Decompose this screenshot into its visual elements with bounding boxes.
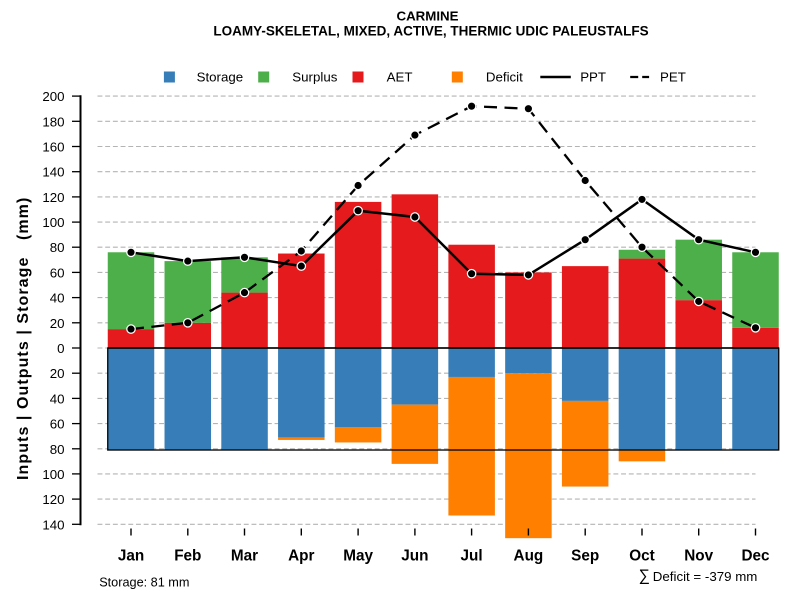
svg-text:140: 140 [42,165,64,180]
svg-text:200: 200 [42,89,64,104]
svg-text:Mar: Mar [231,547,258,564]
svg-text:Oct: Oct [629,547,655,564]
svg-text:120: 120 [42,190,64,205]
svg-text:80: 80 [50,240,65,255]
svg-text:PET: PET [660,70,686,85]
svg-text:Storage: Storage [197,70,244,85]
svg-text:180: 180 [42,114,64,129]
svg-text:60: 60 [50,417,65,432]
svg-text:Surplus: Surplus [292,70,337,85]
svg-text:160: 160 [42,140,64,155]
svg-text:CARMINE: CARMINE [396,9,458,24]
svg-text:60: 60 [50,265,65,280]
svg-text:Sep: Sep [571,547,599,564]
svg-text:100: 100 [42,215,64,230]
svg-text:Jul: Jul [461,547,483,564]
svg-text:Dec: Dec [741,547,770,564]
svg-text:Storage: 81 mm: Storage: 81 mm [99,576,189,590]
svg-text:PPT: PPT [580,70,606,85]
svg-text:120: 120 [42,492,64,507]
svg-text:20: 20 [50,366,65,381]
svg-text:Apr: Apr [288,547,314,564]
svg-text:Inputs | Outputs | Storage (: Inputs | Outputs | Storage (mm) [15,197,32,480]
svg-text:∑: ∑ [639,568,650,585]
svg-text:140: 140 [42,517,64,532]
svg-text:Jun: Jun [401,547,428,564]
svg-text:Deficit: Deficit [486,70,523,85]
svg-text:Feb: Feb [174,547,201,564]
svg-text:AET: AET [387,70,413,85]
svg-text:Deficit = -379 mm: Deficit = -379 mm [653,569,758,584]
svg-text:20: 20 [50,316,65,331]
svg-text:Jan: Jan [118,547,144,564]
svg-text:100: 100 [42,467,64,482]
svg-text:Aug: Aug [514,547,544,564]
svg-text:0: 0 [57,341,64,356]
svg-text:Nov: Nov [684,547,713,564]
svg-text:May: May [343,547,373,564]
svg-text:80: 80 [50,442,65,457]
svg-text:40: 40 [50,391,65,406]
svg-text:40: 40 [50,291,65,306]
svg-text:LOAMY-SKELETAL, MIXED, ACTIVE,: LOAMY-SKELETAL, MIXED, ACTIVE, THERMIC U… [213,24,648,39]
